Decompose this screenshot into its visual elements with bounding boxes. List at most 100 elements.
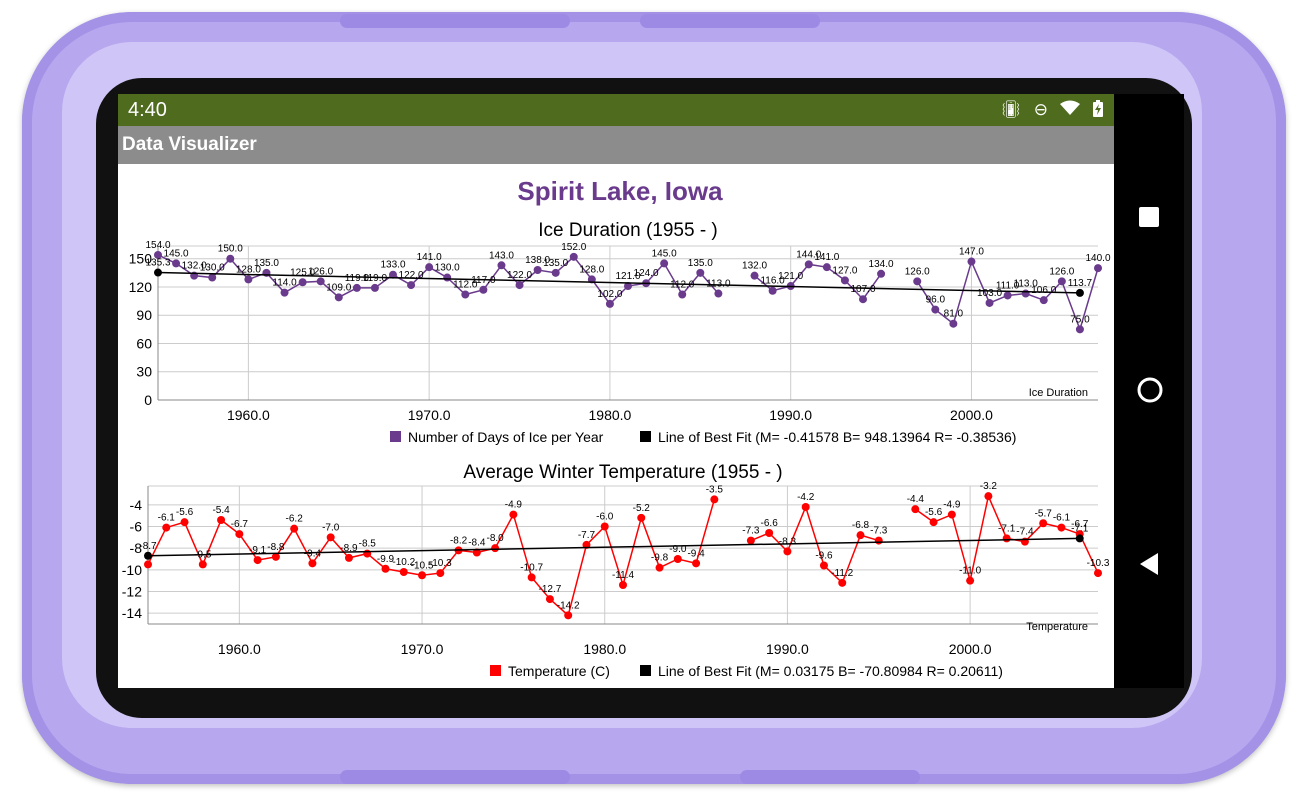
case-bumper [340, 14, 570, 28]
data-label: 119.0 [345, 273, 370, 284]
data-point [472, 548, 481, 557]
data-label: -7.4 [1016, 527, 1034, 538]
data-point [746, 536, 755, 545]
case-bumper [640, 14, 820, 28]
back-triangle-icon[interactable] [1136, 550, 1162, 585]
screen: 4:40 📳︎ ⊖ Data Visualizer Spirit Lake, I… [118, 94, 1114, 688]
best-fit-label: -8.7 [139, 541, 157, 552]
data-point [838, 578, 847, 587]
recents-square-icon[interactable] [1136, 204, 1162, 237]
data-point [801, 503, 810, 511]
data-point [605, 299, 614, 308]
data-label: -9.4 [304, 548, 322, 559]
data-label: -11.4 [612, 570, 634, 581]
data-point [564, 611, 573, 620]
data-label: 96.0 [926, 295, 946, 306]
data-point [673, 555, 682, 563]
data-label: -3.2 [980, 481, 998, 492]
data-label: -6.7 [1071, 519, 1089, 530]
data-point [569, 252, 578, 261]
data-point [154, 250, 162, 259]
data-label: -6.0 [596, 512, 614, 523]
data-point [217, 516, 226, 524]
x-tick-label: 1990.0 [766, 641, 809, 657]
data-label: 116.0 [760, 276, 785, 287]
data-point [363, 549, 372, 558]
data-point [911, 505, 920, 514]
data-point [692, 559, 701, 568]
data-point [600, 522, 609, 531]
data-label: 145.0 [652, 248, 677, 259]
data-label: -11.0 [959, 566, 981, 577]
legend-label: Temperature (C) [508, 663, 610, 679]
legend-swatch [490, 665, 501, 676]
data-point [509, 510, 518, 519]
data-point [1021, 289, 1030, 298]
charts-area: Spirit Lake, Iowa Ice Duration (1955 - )… [122, 176, 1111, 679]
home-circle-icon[interactable] [1136, 376, 1164, 411]
temperature-chart: Average Winter Temperature (1955 - ) -14 -… [122, 462, 1110, 679]
data-point [461, 290, 470, 299]
data-label: 127.0 [832, 265, 857, 276]
legend-label: Line of Best Fit (M= 0.03175 B= -70.8098… [658, 663, 1003, 679]
data-label: -4.2 [797, 492, 815, 503]
data-label: -12.7 [539, 584, 562, 595]
data-label: 81.0 [944, 309, 964, 320]
best-fit-point [1075, 534, 1084, 543]
page-title: Spirit Lake, Iowa [517, 176, 723, 206]
data-point [1002, 534, 1011, 543]
data-point [162, 523, 171, 532]
y-tick-label: -4 [130, 497, 143, 513]
data-label: 106.0 [1031, 285, 1056, 296]
data-point [144, 560, 152, 569]
data-point [859, 295, 867, 304]
data-point [491, 544, 500, 553]
data-point [949, 319, 958, 328]
data-label: -8.0 [486, 533, 504, 544]
data-point [1094, 569, 1102, 578]
data-label: -10.3 [429, 558, 452, 569]
y-tick-label: 60 [136, 335, 152, 351]
data-label: -7.7 [578, 530, 596, 541]
data-point [947, 510, 956, 519]
data-label: 150.0 [218, 244, 243, 255]
data-point [280, 288, 289, 297]
data-point [316, 277, 325, 286]
data-point [497, 261, 506, 270]
y-tick-label: -14 [122, 605, 142, 621]
x-tick-label: 2000.0 [950, 407, 993, 423]
data-label: -9.4 [687, 548, 705, 559]
data-label: 130.0 [200, 263, 225, 274]
data-label: -6.6 [761, 518, 779, 529]
data-label: -5.7 [1035, 508, 1053, 519]
x-tick-label: 1960.0 [227, 407, 270, 423]
data-point [856, 531, 865, 540]
data-point [1039, 519, 1048, 528]
data-label: 134.0 [869, 259, 894, 270]
y-tick-label: -6 [130, 519, 143, 535]
data-point [678, 290, 687, 299]
app-bar: Data Visualizer [118, 126, 1114, 164]
data-point [551, 268, 560, 277]
legend-label: Line of Best Fit (M= -0.41578 B= 948.139… [658, 429, 1016, 445]
data-label: -4.9 [943, 500, 961, 511]
data-point [370, 283, 379, 292]
wifi-icon [1060, 100, 1080, 123]
data-point [381, 564, 390, 573]
data-label: -8.5 [359, 539, 377, 550]
data-point [298, 278, 307, 287]
data-label: 114.0 [272, 278, 297, 289]
data-label: -8.4 [468, 538, 486, 549]
data-label: 109.0 [326, 282, 351, 293]
data-label: 138.0 [525, 255, 550, 266]
data-point [1094, 264, 1102, 273]
data-label: -7.1 [998, 523, 1016, 534]
data-label: 122.0 [507, 270, 532, 281]
legend-swatch [640, 665, 651, 676]
data-label: -5.4 [212, 505, 230, 516]
data-label: 128.0 [236, 264, 261, 275]
legend-swatch [390, 431, 401, 442]
data-label: 145.0 [164, 248, 189, 259]
data-label: -6.2 [286, 514, 304, 525]
x-tick-label: 2000.0 [949, 641, 992, 657]
